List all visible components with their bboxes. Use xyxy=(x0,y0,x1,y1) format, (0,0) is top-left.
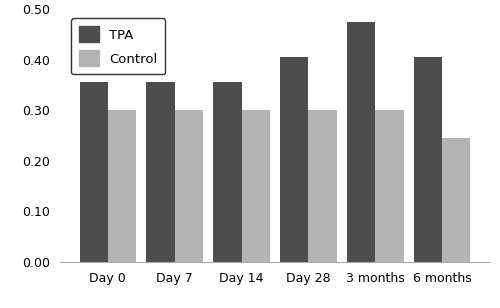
Bar xyxy=(348,22,376,262)
Bar xyxy=(442,138,470,262)
Bar xyxy=(214,83,242,262)
Bar xyxy=(108,110,136,262)
Bar xyxy=(414,57,442,262)
Bar xyxy=(80,83,108,262)
Bar xyxy=(376,110,404,262)
Bar xyxy=(242,110,270,262)
Bar xyxy=(308,110,336,262)
Bar xyxy=(146,83,174,262)
Bar xyxy=(280,57,308,262)
Bar xyxy=(174,110,203,262)
Legend: TPA, Control: TPA, Control xyxy=(71,18,166,74)
